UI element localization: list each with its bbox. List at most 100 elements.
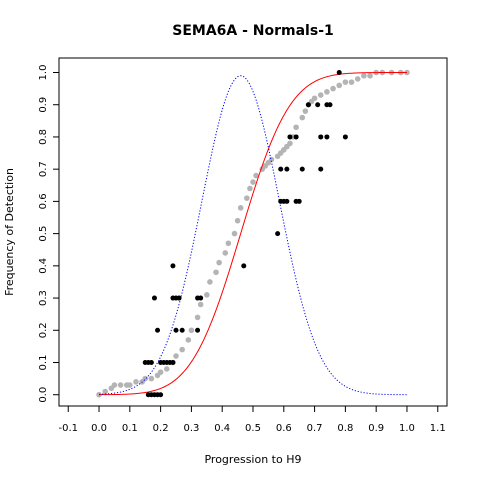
empirical-point [253, 172, 259, 179]
empirical-point [188, 327, 195, 334]
empirical-point [117, 382, 124, 388]
data-point [293, 134, 299, 140]
y-tick-label: 0.8 [38, 129, 49, 145]
empirical-point [268, 156, 275, 163]
empirical-point [157, 369, 164, 375]
empirical-point [287, 140, 293, 147]
empirical-point [142, 375, 149, 382]
data-point [170, 295, 176, 301]
data-point [275, 231, 281, 237]
y-tick-label: 0.9 [38, 97, 49, 113]
fitted-cdf-line [99, 72, 407, 396]
x-axis-label: Progression to H9 [204, 453, 301, 466]
empirical-point [194, 314, 201, 321]
empirical-point [367, 72, 373, 79]
data-point [176, 295, 182, 301]
x-tick-label: 0.4 [214, 423, 230, 434]
empirical-point [207, 279, 213, 285]
data-point [241, 263, 247, 269]
empirical-point [216, 259, 222, 266]
data-point [284, 166, 290, 172]
x-tick-label: 0.9 [368, 423, 384, 434]
y-tick-label: 0.1 [38, 355, 49, 371]
empirical-point [148, 375, 155, 382]
data-point [336, 70, 342, 75]
empirical-point [250, 179, 256, 185]
density-curve-line [99, 75, 407, 396]
x-tick-label: 0.5 [245, 423, 261, 434]
data-point [148, 360, 154, 365]
data-point [173, 327, 179, 333]
empirical-point [231, 230, 238, 237]
empirical-point [197, 301, 204, 308]
empirical-point [311, 95, 318, 102]
y-axis-label: Frequency of Detection [3, 168, 16, 296]
data-point [287, 134, 293, 140]
y-tick-label: 0.3 [38, 290, 49, 306]
data-point [296, 198, 302, 204]
empirical-point [173, 353, 179, 359]
empirical-point [133, 379, 139, 385]
y-tick-label: 0.0 [38, 387, 49, 403]
empirical-point [336, 82, 343, 89]
x-tick-label: 0.6 [276, 423, 292, 434]
plot-area: -0.1 0.0 0.1 0.2 0.3 0.4 0.5 0.6 0.7 0.8 0.9 1.0 1.1… [38, 57, 448, 434]
x-tick-label: 0.1 [122, 423, 138, 434]
data-point [151, 295, 157, 301]
data-point [161, 360, 167, 365]
empirical-point [225, 240, 232, 247]
empirical-point [293, 124, 299, 131]
y-tick-label: 0.4 [38, 258, 49, 274]
data-point [318, 134, 324, 140]
y-tick-label: 0.7 [38, 161, 49, 177]
data-point [327, 102, 333, 108]
data-point [155, 327, 161, 333]
empirical-point [342, 79, 349, 85]
chart-title: SEMA6A - Normals-1 [172, 23, 334, 39]
empirical-point [102, 388, 108, 395]
empirical-point [127, 382, 133, 388]
empirical-point [163, 366, 170, 372]
empirical-point [361, 72, 367, 79]
data-point [305, 102, 311, 108]
y-tick-label: 1.0 [38, 65, 49, 81]
x-tick-label: 1.0 [399, 423, 415, 434]
empirical-point [213, 269, 219, 276]
data-point [170, 263, 176, 269]
data-point [278, 166, 284, 172]
empirical-point [185, 337, 192, 343]
x-tick-label: 0.0 [91, 423, 107, 434]
data-point [155, 392, 161, 398]
empirical-point [244, 195, 250, 201]
empirical-point [299, 114, 306, 121]
y-tick-label: 0.2 [38, 322, 49, 338]
data-point [198, 295, 204, 301]
data-point [284, 198, 290, 204]
empirical-point [222, 250, 229, 256]
data-point [342, 134, 348, 140]
x-tick-label: 1.1 [430, 423, 446, 434]
x-tick-label: -0.1 [58, 423, 78, 434]
empirical-point [317, 92, 324, 98]
y-tick-label: 0.5 [38, 226, 49, 242]
empirical-point [234, 217, 241, 224]
data-point [195, 327, 201, 333]
x-tick-label: 0.2 [153, 423, 169, 434]
data-point [170, 360, 176, 365]
empirical-point [354, 76, 361, 82]
data-point [318, 166, 324, 172]
x-tick-label: 0.8 [337, 423, 353, 434]
data-point [299, 166, 305, 172]
empirical-point [302, 108, 309, 114]
empirical-point [330, 85, 336, 92]
y-tick-label: 0.6 [38, 193, 49, 209]
empirical-point [237, 205, 244, 211]
data-point [324, 134, 330, 140]
x-tick-label: 0.7 [307, 423, 323, 434]
empirical-point [179, 346, 185, 353]
empirical-point [111, 382, 118, 388]
empirical-point [348, 79, 355, 85]
data-point [315, 102, 321, 108]
